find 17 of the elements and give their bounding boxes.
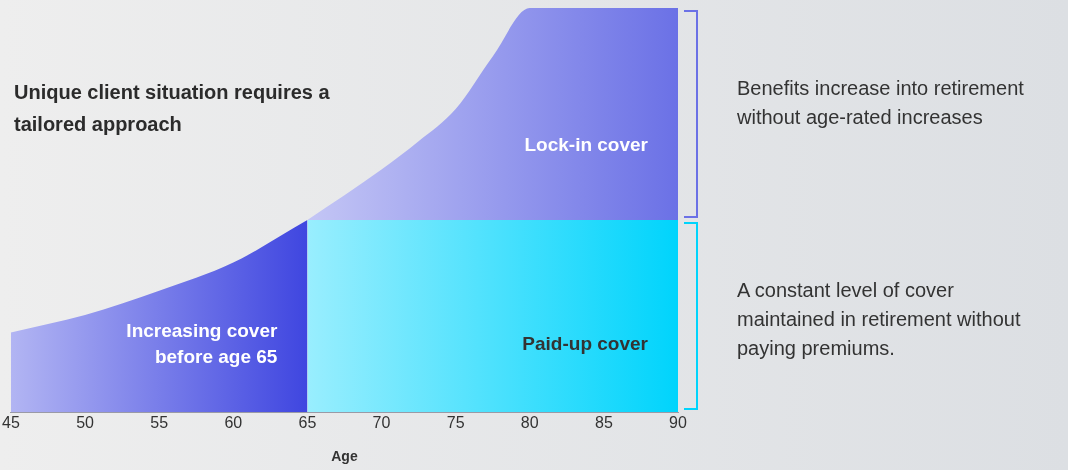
text: Benefits increase into retirement without age-rated increases (737, 76, 1025, 131)
x-tick-label: 90 (669, 414, 687, 432)
x-tick-label: 65 (298, 414, 317, 432)
x-tick-label: 85 (594, 414, 613, 432)
text: Unique client situation requires a tailored approach (14, 80, 331, 137)
series-label: Lock-in cover (524, 134, 649, 156)
x-axis-title: Age (331, 448, 358, 465)
x-tick-label: 75 (446, 414, 465, 432)
x-tick-label: 60 (224, 414, 243, 432)
x-tick-label: 55 (150, 414, 169, 432)
x-tick-label: 70 (372, 414, 391, 432)
text: A constant level of cover maintained in retirement without paying premiums. (737, 278, 1022, 362)
series-label: Increasing cover before age 65 (126, 320, 278, 368)
x-tick-label: 80 (520, 414, 539, 432)
series-label: Paid-up cover (522, 333, 649, 355)
x-tick-label: 50 (76, 414, 95, 432)
x-tick-label: 45 (2, 414, 20, 432)
